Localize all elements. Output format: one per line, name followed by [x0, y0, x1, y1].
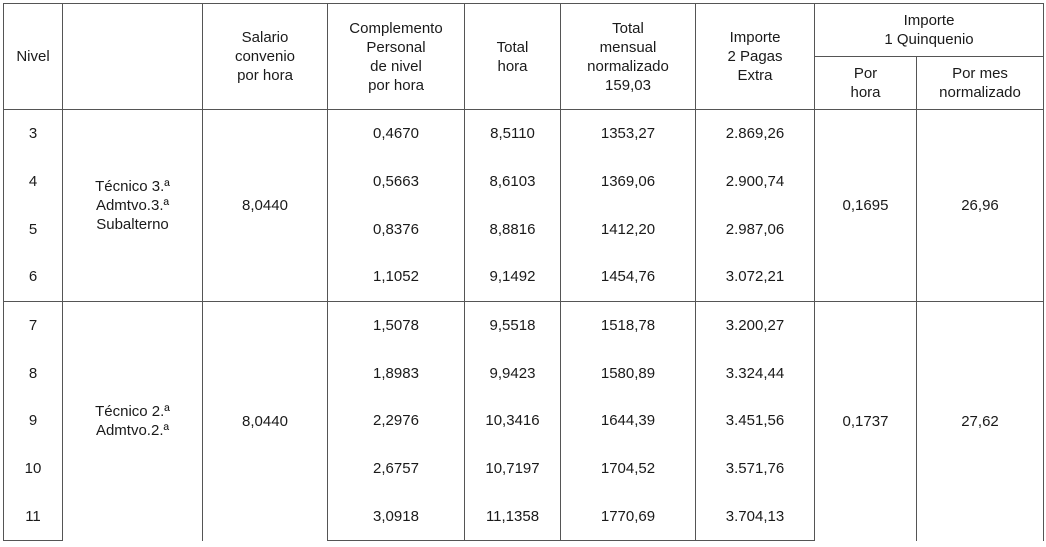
header-total-hora: Total hora	[464, 3, 561, 110]
table-row: 7 Técnico 2.ª Admtvo.2.ª 8,0440 1,5078 9…	[3, 300, 1044, 541]
cell-complemento: 0,4670	[327, 108, 465, 158]
cell-total-mensual: 1770,69	[560, 492, 696, 542]
cell-complemento: 2,2976	[327, 397, 465, 445]
cell-total-hora: 11,1358	[464, 492, 561, 542]
cell-total-hora: 8,6103	[464, 157, 561, 206]
table-body: 3 Técnico 3.ª Admtvo.3.ª Subalterno 8,04…	[3, 108, 1044, 542]
header-por-hora: Por hora	[814, 56, 917, 110]
table-row: 3 Técnico 3.ª Admtvo.3.ª Subalterno 8,04…	[3, 108, 1044, 302]
cell-nivel: 9	[3, 397, 63, 445]
cell-quinq-mes: 27,62	[916, 300, 1044, 541]
cell-quinq-mes: 26,96	[916, 109, 1044, 302]
table-row: 8 1,8983 9,9423 1580,89 3.324,44	[3, 349, 1044, 398]
cell-total-mensual: 1704,52	[560, 444, 696, 493]
cell-nivel: 7	[3, 300, 63, 350]
cell-importe: 3.451,56	[695, 397, 815, 445]
table-row: 11 3,0918 11,1358 1770,69 3.704,13	[3, 492, 1044, 542]
cell-total-mensual: 1412,20	[560, 205, 696, 254]
cell-categoria: Técnico 2.ª Admtvo.2.ª	[62, 300, 203, 541]
cell-nivel: 6	[3, 253, 63, 302]
table-header: Nivel Salario convenio por hora Compleme…	[3, 3, 1044, 110]
cell-total-mensual: 1353,27	[560, 108, 696, 158]
cell-quinq-hora: 0,1695	[814, 109, 917, 302]
cell-importe: 3.072,21	[695, 253, 815, 302]
cell-total-mensual: 1580,89	[560, 349, 696, 398]
cell-total-mensual: 1644,39	[560, 397, 696, 445]
cell-importe: 3.704,13	[695, 492, 815, 542]
cell-salario: 8,0440	[202, 300, 328, 541]
header-total-mensual: Total mensual normalizado 159,03	[560, 3, 696, 110]
table-row: 9 2,2976 10,3416 1644,39 3.451,56	[3, 397, 1044, 445]
cell-categoria: Técnico 3.ª Admtvo.3.ª Subalterno	[62, 109, 203, 302]
cell-complemento: 0,5663	[327, 157, 465, 206]
cell-importe: 3.571,76	[695, 444, 815, 493]
header-importe-pagas: Importe 2 Pagas Extra	[695, 3, 815, 110]
header-nivel: Nivel	[3, 3, 63, 110]
header-quinquenio: Importe 1 Quinquenio	[814, 3, 1044, 57]
cell-total-hora: 9,1492	[464, 253, 561, 302]
cell-nivel: 5	[3, 205, 63, 254]
header-salario: Salario convenio por hora	[202, 3, 328, 110]
cell-nivel: 10	[3, 444, 63, 493]
cell-quinq-hora: 0,1737	[814, 300, 917, 541]
header-por-mes: Por mes normalizado	[916, 56, 1044, 110]
table-row: 10 2,6757 10,7197 1704,52 3.571,76	[3, 444, 1044, 493]
cell-complemento: 1,1052	[327, 253, 465, 302]
cell-importe: 3.200,27	[695, 300, 815, 350]
cell-total-hora: 9,9423	[464, 349, 561, 398]
cell-total-hora: 10,3416	[464, 397, 561, 445]
cell-nivel: 8	[3, 349, 63, 398]
table-row: 5 0,8376 8,8816 1412,20 2.987,06	[3, 205, 1044, 254]
cell-complemento: 3,0918	[327, 492, 465, 542]
cell-total-hora: 10,7197	[464, 444, 561, 493]
header-complemento: Complemento Personal de nivel por hora	[327, 3, 465, 110]
cell-nivel: 3	[3, 108, 63, 158]
cell-complemento: 1,8983	[327, 349, 465, 398]
header-categoria	[62, 3, 203, 110]
cell-importe: 2.987,06	[695, 205, 815, 254]
cell-total-mensual: 1454,76	[560, 253, 696, 302]
table-row: 6 1,1052 9,1492 1454,76 3.072,21	[3, 253, 1044, 302]
cell-total-mensual: 1369,06	[560, 157, 696, 206]
cell-nivel: 11	[3, 492, 63, 542]
salary-table: Nivel Salario convenio por hora Compleme…	[3, 3, 1044, 542]
cell-complemento: 0,8376	[327, 205, 465, 254]
cell-total-hora: 8,5110	[464, 108, 561, 158]
cell-importe: 3.324,44	[695, 349, 815, 398]
cell-salario: 8,0440	[202, 109, 328, 302]
cell-complemento: 1,5078	[327, 300, 465, 350]
cell-importe: 2.869,26	[695, 108, 815, 158]
cell-total-hora: 8,8816	[464, 205, 561, 254]
cell-nivel: 4	[3, 157, 63, 206]
cell-total-mensual: 1518,78	[560, 300, 696, 350]
cell-importe: 2.900,74	[695, 157, 815, 206]
table-row: 4 0,5663 8,6103 1369,06 2.900,74	[3, 157, 1044, 206]
cell-total-hora: 9,5518	[464, 300, 561, 350]
cell-complemento: 2,6757	[327, 444, 465, 493]
